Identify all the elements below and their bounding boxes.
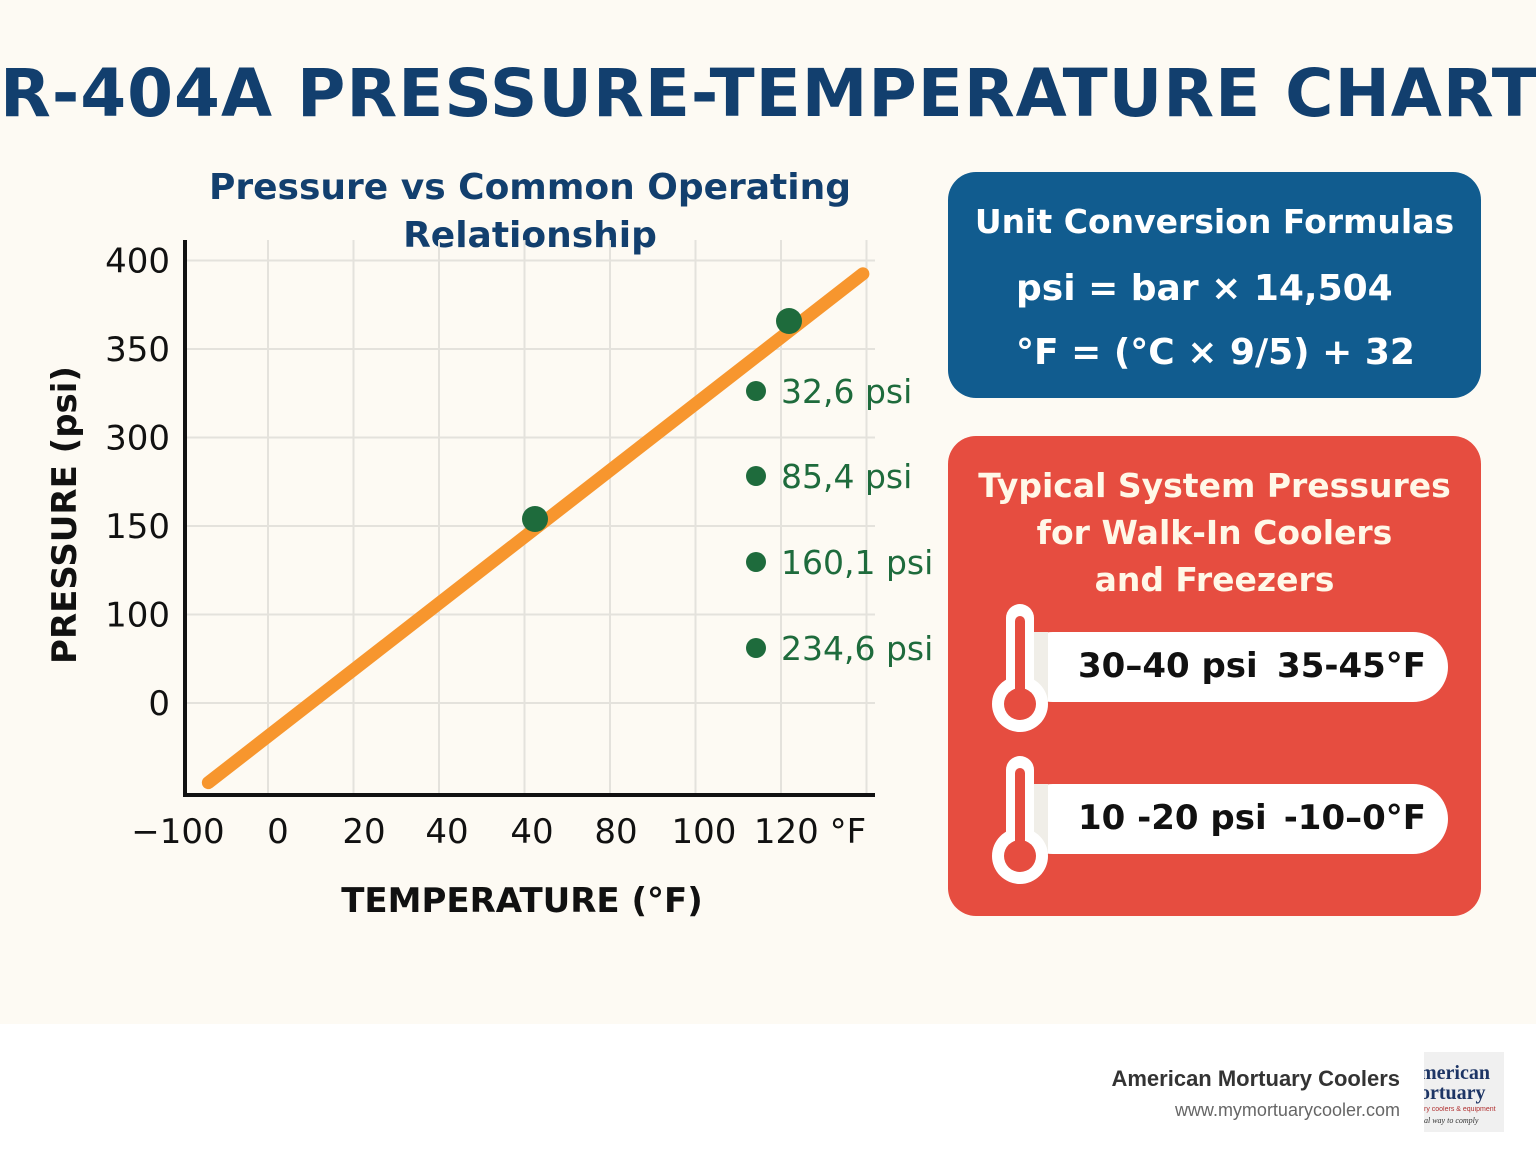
unit-conversion-panel: Unit Conversion Formulas psi = bar × 14,…: [948, 172, 1481, 398]
cooler-psi-range: 30–40 psi: [1078, 646, 1258, 686]
y-tick-label: 100: [105, 596, 170, 636]
thermometer-icon: [992, 604, 1048, 732]
typical-pressures-title-line-1: Typical System Pressures: [978, 466, 1451, 505]
x-axis-label: TEMPERATURE (°F): [341, 881, 703, 921]
x-tick-label: 20: [342, 812, 385, 852]
page-title: R-404A PRESSURE-TEMPERATURE CHART: [0, 55, 1536, 132]
logo-line-4: al way to comply: [1424, 1116, 1479, 1125]
annotation-label: 85,4 psi: [781, 457, 912, 496]
x-tick-label: 40: [510, 812, 553, 852]
company-name: American Mortuary Coolers: [1111, 1066, 1400, 1091]
cooler-range-row: 30–40 psi 35-45°F: [978, 602, 1458, 732]
company-logo: merican ortuary ry coolers & equipment a…: [1424, 1052, 1504, 1132]
unit-conversion-title: Unit Conversion Formulas: [974, 202, 1455, 241]
cooler-range-pill: 30–40 psi 35-45°F: [1018, 632, 1448, 702]
annotation-dot: [746, 381, 766, 401]
typical-pressures-title-line-2: for Walk-In Coolers: [1036, 513, 1393, 552]
chart-subtitle-line-1: Pressure vs Common Operating: [208, 167, 852, 208]
annotation-label: 234,6 psi: [781, 629, 933, 668]
freezer-range-pill: 10 -20 psi -10–0°F: [1018, 784, 1448, 854]
typical-pressures-title: Typical System Pressures for Walk-In Coo…: [948, 462, 1481, 603]
annotation-dot: [746, 552, 766, 572]
logo-line-1: merican: [1424, 1062, 1490, 1084]
y-tick-label: 350: [105, 330, 170, 370]
chart-subtitle: Pressure vs Common Operating Relationshi…: [150, 164, 910, 260]
freezer-psi-range: 10 -20 psi: [1078, 798, 1267, 838]
cooler-temp-range: 35-45°F: [1277, 646, 1426, 686]
psi-bar-formula: psi = bar × 14,504: [1016, 268, 1393, 309]
y-tick-labels: 400 350 300 150 100 0: [105, 242, 170, 725]
freezer-temp-range: -10–0°F: [1283, 798, 1426, 838]
x-tick-label: −100: [131, 812, 224, 852]
freezer-range-row: 10 -20 psi -10–0°F: [978, 754, 1458, 884]
annotation-dot: [746, 638, 766, 658]
fahrenheit-celsius-formula: °F = (°C × 9/5) + 32: [1016, 332, 1415, 373]
data-point: [776, 308, 802, 334]
data-point: [522, 506, 548, 532]
logo-line-3: ry coolers & equipment: [1424, 1106, 1496, 1113]
highlight-points: [522, 308, 802, 532]
thermometer-icon: [992, 756, 1048, 884]
logo-line-2: ortuary: [1424, 1082, 1486, 1104]
x-tick-label: 120 °F: [754, 812, 866, 852]
footer: American Mortuary Coolers www.mymortuary…: [0, 1024, 1536, 1154]
x-tick-label: 0: [267, 812, 289, 852]
annotation-label: 160,1 psi: [781, 543, 933, 582]
x-tick-label: 40: [425, 812, 468, 852]
company-url[interactable]: www.mymortuarycooler.com: [1174, 1100, 1400, 1120]
y-tick-label: 300: [105, 419, 170, 459]
annotation-label: 32,6 psi: [781, 372, 912, 411]
typical-pressures-title-line-3: and Freezers: [1094, 560, 1335, 599]
typical-pressures-panel: Typical System Pressures for Walk-In Coo…: [948, 436, 1481, 916]
psi-annotations: 32,6 psi 85,4 psi 160,1 psi 234,6 psi: [746, 372, 933, 668]
x-tick-label: 100: [672, 812, 737, 852]
y-tick-label: 400: [105, 242, 170, 282]
x-tick-label: 80: [594, 812, 637, 852]
annotation-dot: [746, 466, 766, 486]
chart-subtitle-line-2: Relationship: [403, 215, 657, 256]
y-axis-label: PRESSURE (psi): [45, 366, 85, 664]
y-tick-label: 150: [105, 507, 170, 547]
y-tick-label: 0: [148, 684, 170, 724]
x-tick-labels: −100 0 20 40 40 80 100 120 °F: [131, 812, 866, 852]
